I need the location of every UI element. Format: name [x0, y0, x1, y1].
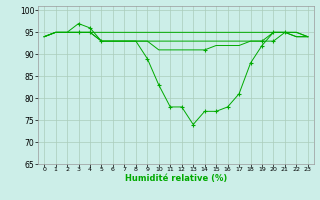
X-axis label: Humidité relative (%): Humidité relative (%): [125, 174, 227, 183]
